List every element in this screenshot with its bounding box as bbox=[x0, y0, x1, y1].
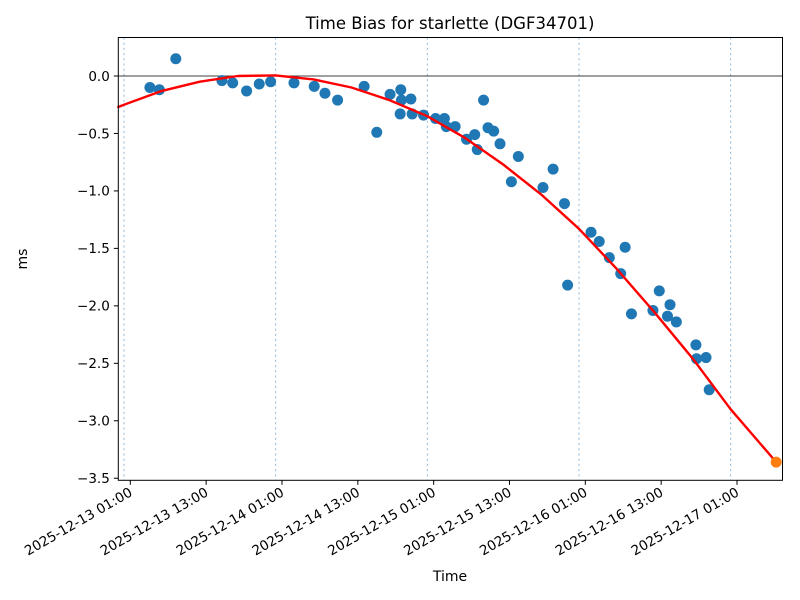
scatter-point bbox=[562, 279, 574, 291]
scatter-point bbox=[603, 252, 615, 264]
scatter-point bbox=[371, 126, 383, 138]
scatter-point bbox=[505, 176, 517, 188]
y-tick-label: −1.0 bbox=[77, 184, 110, 200]
scatter-point bbox=[358, 80, 370, 92]
scatter-point bbox=[395, 84, 407, 96]
plot-border bbox=[117, 37, 784, 481]
scatter-point bbox=[227, 77, 239, 89]
scatter-point bbox=[625, 308, 637, 320]
scatter-point bbox=[670, 316, 682, 328]
y-tick-label: −3.5 bbox=[77, 471, 110, 487]
scatter-point bbox=[405, 93, 417, 105]
scatter-point bbox=[319, 87, 331, 99]
scatter-point bbox=[144, 81, 156, 93]
scatter-point bbox=[661, 310, 673, 322]
scatter-point bbox=[384, 88, 396, 100]
y-tick-label: −2.5 bbox=[77, 356, 110, 372]
gridlines bbox=[123, 37, 732, 481]
y-axis-label: ms bbox=[15, 249, 31, 270]
scatter-point bbox=[619, 241, 631, 253]
scatter-point bbox=[469, 129, 481, 141]
y-tick-label: −2.0 bbox=[77, 299, 110, 315]
scatter-point bbox=[547, 163, 559, 175]
y-tick-label: −0.5 bbox=[77, 126, 110, 142]
scatter-point bbox=[558, 198, 570, 210]
scatter-point bbox=[471, 144, 483, 156]
y-tick-label: −3.0 bbox=[77, 414, 110, 430]
x-axis-label: Time bbox=[432, 569, 467, 585]
y-axis-ticks: 0.0 −0.5 −1.0 −1.5 −2.0 −2.5 −3.0 −3.5 bbox=[77, 69, 119, 487]
scatter-point bbox=[170, 53, 182, 65]
scatter-point bbox=[488, 125, 500, 137]
scatter-point bbox=[537, 181, 549, 193]
scatter-point bbox=[664, 299, 676, 311]
fit-curve bbox=[117, 74, 778, 464]
scatter-point bbox=[288, 77, 300, 89]
scatter-point bbox=[332, 94, 344, 106]
scatter-point bbox=[394, 108, 406, 120]
scatter-point bbox=[253, 78, 265, 90]
scatter-point bbox=[478, 94, 490, 106]
fit-curve-group bbox=[117, 74, 778, 464]
extrapolated-point bbox=[770, 456, 782, 468]
scatter-point bbox=[690, 339, 702, 351]
chart-title: Time Bias for starlette (DGF34701) bbox=[305, 14, 595, 33]
scatter-point bbox=[653, 285, 665, 297]
scatter-point bbox=[512, 150, 524, 162]
scatter-point bbox=[494, 138, 506, 150]
scatter-point bbox=[700, 352, 712, 364]
scatter-point bbox=[265, 76, 277, 88]
scatter-point bbox=[585, 226, 597, 238]
scatter-point bbox=[241, 85, 253, 97]
y-tick-label: 0.0 bbox=[88, 69, 109, 85]
scatter-point bbox=[593, 235, 605, 247]
scatter-series bbox=[144, 53, 715, 396]
scatter-point bbox=[308, 80, 320, 92]
extrapolated-point-group bbox=[770, 456, 782, 468]
scatter-point bbox=[703, 384, 715, 396]
y-tick-label: −1.5 bbox=[77, 241, 110, 257]
